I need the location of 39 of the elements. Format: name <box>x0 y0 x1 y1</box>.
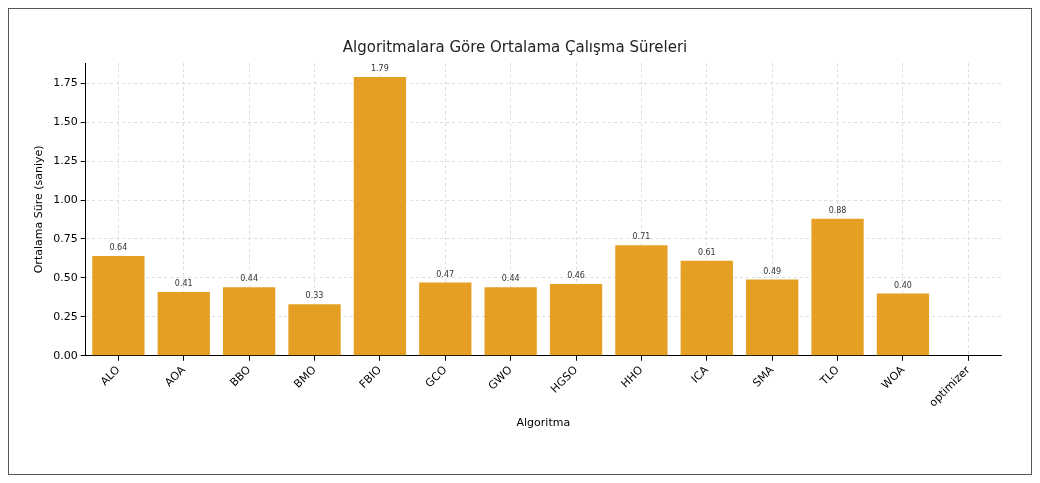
bar <box>811 218 864 356</box>
data-label: 0.88 <box>828 205 847 215</box>
y-axis-title: Ortalama Süre (saniye) <box>32 145 46 274</box>
bar <box>615 245 668 356</box>
bar <box>484 287 537 356</box>
x-axis-title: Algoritma <box>516 416 571 430</box>
chart-title: Algoritmalara Göre Ortalama Çalışma Süreleri <box>342 37 688 56</box>
y-tick-label: 0.50 <box>53 270 78 284</box>
data-label: 0.64 <box>109 243 128 253</box>
x-tick-label: TLO <box>816 363 842 389</box>
bar <box>549 284 603 356</box>
data-label: 0.49 <box>763 266 782 276</box>
x-tick-label: ICA <box>688 363 712 386</box>
data-label: 0.40 <box>894 280 912 290</box>
bar <box>92 256 145 356</box>
data-label: 1.79 <box>370 64 389 74</box>
data-label: 0.46 <box>567 271 585 281</box>
y-tick-label: 1.00 <box>53 192 78 206</box>
bar <box>288 304 341 356</box>
data-label: 0.41 <box>174 278 193 288</box>
y-tick-label: 1.25 <box>53 153 78 167</box>
bar <box>876 293 930 356</box>
y-tick-label: 0.75 <box>53 231 78 245</box>
data-label: 0.47 <box>436 269 455 279</box>
bar <box>680 260 733 356</box>
y-tick-label: 1.50 <box>53 115 78 129</box>
bar <box>353 77 407 356</box>
y-tick-label: 0.00 <box>53 348 78 362</box>
data-label: 0.44 <box>501 274 520 284</box>
bar <box>157 291 210 356</box>
data-label: 0.44 <box>240 274 259 284</box>
data-label: 0.33 <box>305 291 324 301</box>
data-label: 0.71 <box>632 232 651 242</box>
bar <box>222 287 276 356</box>
y-tick-label: 0.25 <box>53 309 78 323</box>
y-tick-label: 1.75 <box>53 76 78 90</box>
bar <box>419 282 472 356</box>
bar <box>746 279 799 356</box>
data-label: 0.61 <box>697 247 716 257</box>
